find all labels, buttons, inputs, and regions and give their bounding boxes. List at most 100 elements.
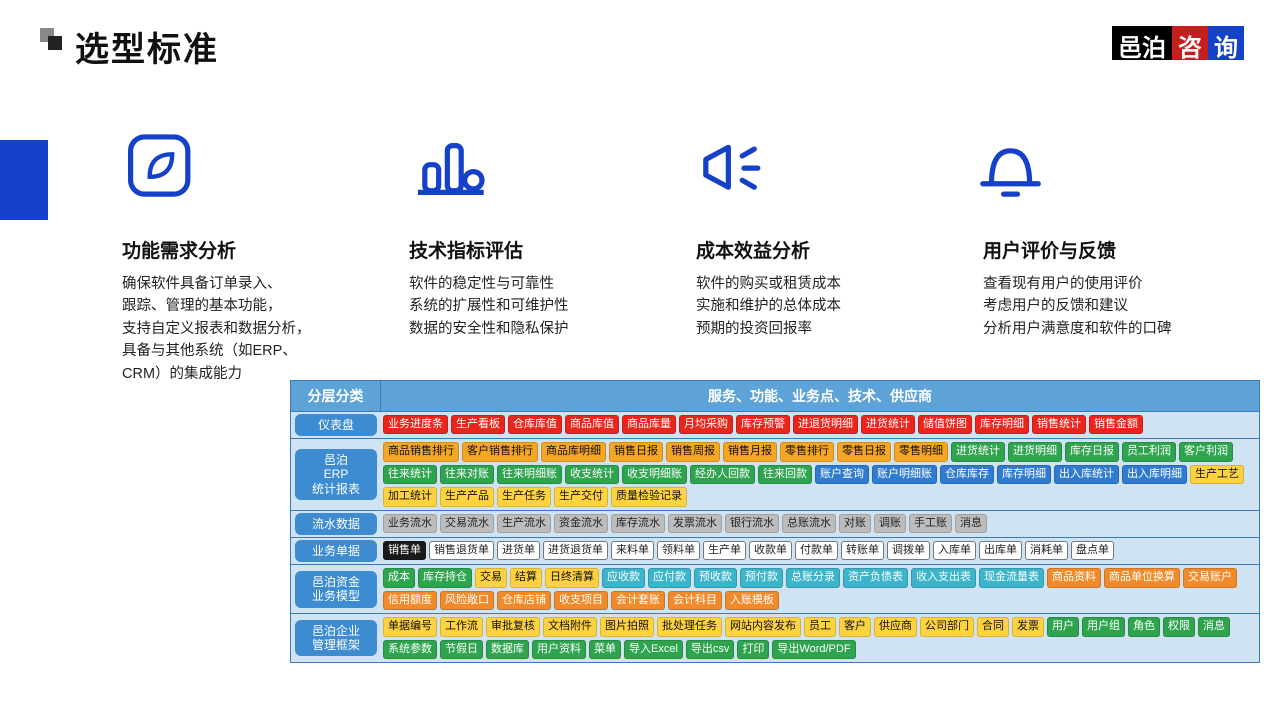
tag: 销售单 <box>383 541 426 560</box>
tag: 发票流水 <box>668 514 722 533</box>
tag: 生产任务 <box>497 487 551 506</box>
criteria-row: 功能需求分析 确保软件具备订单录入、 跟踪、管理的基本功能， 支持自定义报表和数… <box>122 236 1250 385</box>
tag: 商品资料 <box>1047 568 1101 587</box>
tag: 出库单 <box>979 541 1022 560</box>
tag: 出入库明细 <box>1122 465 1187 484</box>
tag: 商品单位换算 <box>1104 568 1180 587</box>
tag: 总账分录 <box>786 568 840 587</box>
row-label-pill: 邑泊 ERP 统计报表 <box>295 449 377 500</box>
brand-logo: 邑泊 咨 询 <box>1112 26 1244 60</box>
tag: 用户 <box>1047 617 1079 636</box>
tag: 转账单 <box>841 541 884 560</box>
tag: 进货统计 <box>861 415 915 434</box>
row-body: 业务进度条生产看板仓库库值商品库值商品库量月均采购库存预警进退货明细进货统计储值… <box>381 412 1259 438</box>
row-body: 成本库存持仓交易结算日终清算应收款应付款预收款预付款总账分录资产负债表收入支出表… <box>381 565 1259 613</box>
tag: 图片拍照 <box>600 617 654 636</box>
tag: 收支项目 <box>554 591 608 610</box>
tag: 调拨单 <box>887 541 930 560</box>
tag: 往来统计 <box>383 465 437 484</box>
tag: 收款单 <box>749 541 792 560</box>
tag: 打印 <box>737 640 769 659</box>
table-row: 邑泊企业 管理框架单据编号工作流审批复核文档附件图片拍照批处理任务网站内容发布员… <box>291 613 1259 662</box>
tag: 库存预警 <box>736 415 790 434</box>
criteria-title: 功能需求分析 <box>122 236 389 263</box>
logo-part-1: 邑泊 <box>1112 26 1172 60</box>
criteria-col-1: 功能需求分析 确保软件具备订单录入、 跟踪、管理的基本功能， 支持自定义报表和数… <box>122 236 389 385</box>
row-body: 商品销售排行客户销售排行商品库明细销售日报销售周报销售月报零售排行零售日报零售明… <box>381 439 1259 509</box>
tag: 月均采购 <box>679 415 733 434</box>
tag: 风险敞口 <box>440 591 494 610</box>
table-row: 仪表盘业务进度条生产看板仓库库值商品库值商品库量月均采购库存预警进退货明细进货统… <box>291 411 1259 438</box>
chart-icon <box>411 130 682 213</box>
tag: 销售退货单 <box>429 541 494 560</box>
architecture-table: 分层分类 服务、功能、业务点、技术、供应商 仪表盘业务进度条生产看板仓库库值商品… <box>290 380 1260 663</box>
tag: 现金流量表 <box>979 568 1044 587</box>
tag: 工作流 <box>440 617 483 636</box>
tag: 账户查询 <box>815 465 869 484</box>
tag: 会计科目 <box>668 591 722 610</box>
tag: 客户销售排行 <box>462 442 538 461</box>
logo-part-2: 咨 <box>1172 26 1208 60</box>
criteria-body: 查看现有用户的使用评价 考虑用户的反馈和建议 分析用户满意度和软件的口碑 <box>983 273 1250 340</box>
criteria-body: 确保软件具备订单录入、 跟踪、管理的基本功能， 支持自定义报表和数据分析， 具备… <box>122 273 389 385</box>
tag: 零售日报 <box>837 442 891 461</box>
tag: 入库单 <box>933 541 976 560</box>
table-header: 分层分类 服务、功能、业务点、技术、供应商 <box>291 381 1259 411</box>
tag: 业务进度条 <box>383 415 448 434</box>
tag: 成本 <box>383 568 415 587</box>
tag: 单据编号 <box>383 617 437 636</box>
tag: 进货明细 <box>1008 442 1062 461</box>
tag: 供应商 <box>874 617 917 636</box>
row-label: 仪表盘 <box>291 412 381 438</box>
tag: 资产负债表 <box>843 568 908 587</box>
tag: 出入库统计 <box>1054 465 1119 484</box>
tag: 审批复核 <box>486 617 540 636</box>
tag: 批处理任务 <box>657 617 722 636</box>
tag: 商品库值 <box>565 415 619 434</box>
tag: 银行流水 <box>725 514 779 533</box>
tag: 领料单 <box>657 541 700 560</box>
row-label-pill: 邑泊资金 业务模型 <box>295 571 377 608</box>
tag: 收支统计 <box>565 465 619 484</box>
tag: 应付款 <box>648 568 691 587</box>
row-body: 销售单销售退货单进货单进货退货单来料单领料单生产单收款单付款单转账单调拨单入库单… <box>381 538 1259 564</box>
tag: 仓库店铺 <box>497 591 551 610</box>
megaphone-icon <box>692 130 963 213</box>
tag: 生产产品 <box>440 487 494 506</box>
tag: 交易账户 <box>1183 568 1237 587</box>
tag: 生产流水 <box>497 514 551 533</box>
tag: 发票 <box>1012 617 1044 636</box>
tag: 结算 <box>510 568 542 587</box>
tag: 会计套账 <box>611 591 665 610</box>
logo-part-3: 询 <box>1208 26 1244 60</box>
row-label: 邑泊资金 业务模型 <box>291 565 381 613</box>
tag: 进货退货单 <box>543 541 608 560</box>
tag: 加工统计 <box>383 487 437 506</box>
table-row: 业务单据销售单销售退货单进货单进货退货单来料单领料单生产单收款单付款单转账单调拨… <box>291 537 1259 564</box>
tag: 账户明细账 <box>872 465 937 484</box>
tag: 生产单 <box>703 541 746 560</box>
table-row: 流水数据业务流水交易流水生产流水资金流水库存流水发票流水银行流水总账流水对账调账… <box>291 510 1259 537</box>
side-accent-box <box>0 140 48 220</box>
tag: 销售周报 <box>666 442 720 461</box>
tag: 导出Word/PDF <box>772 640 855 659</box>
tag: 质量检验记录 <box>611 487 687 506</box>
tag: 零售明细 <box>894 442 948 461</box>
tag: 信用额度 <box>383 591 437 610</box>
criteria-title: 成本效益分析 <box>696 236 963 263</box>
tag: 销售月报 <box>723 442 777 461</box>
criteria-col-3: 成本效益分析 软件的购买或租赁成本 实施和维护的总体成本 预期的投资回报率 <box>696 236 963 385</box>
tag: 对账 <box>839 514 871 533</box>
table-header-left: 分层分类 <box>291 381 381 411</box>
row-label-pill: 流水数据 <box>295 513 377 535</box>
tag: 经办人回款 <box>690 465 755 484</box>
tag: 仓库库存 <box>940 465 994 484</box>
tag: 业务流水 <box>383 514 437 533</box>
tag: 交易 <box>475 568 507 587</box>
page-title: 选型标准 <box>75 22 219 71</box>
tag: 公司部门 <box>920 617 974 636</box>
tag: 往来对账 <box>440 465 494 484</box>
tag: 消息 <box>1198 617 1230 636</box>
tag: 消息 <box>955 514 987 533</box>
leaf-icon <box>122 130 393 213</box>
